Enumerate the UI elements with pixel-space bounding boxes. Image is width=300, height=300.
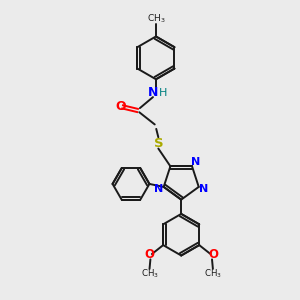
Text: CH$_3$: CH$_3$ — [204, 267, 222, 280]
Text: N: N — [199, 184, 208, 194]
Text: O: O — [144, 248, 154, 261]
Text: O: O — [208, 248, 218, 261]
Text: O: O — [115, 100, 126, 113]
Text: CH$_3$: CH$_3$ — [141, 267, 158, 280]
Text: CH$_3$: CH$_3$ — [147, 13, 165, 26]
Text: N: N — [154, 184, 163, 194]
Text: S: S — [154, 137, 163, 150]
Text: N: N — [148, 86, 158, 99]
Text: H: H — [159, 88, 168, 98]
Text: N: N — [190, 157, 200, 167]
